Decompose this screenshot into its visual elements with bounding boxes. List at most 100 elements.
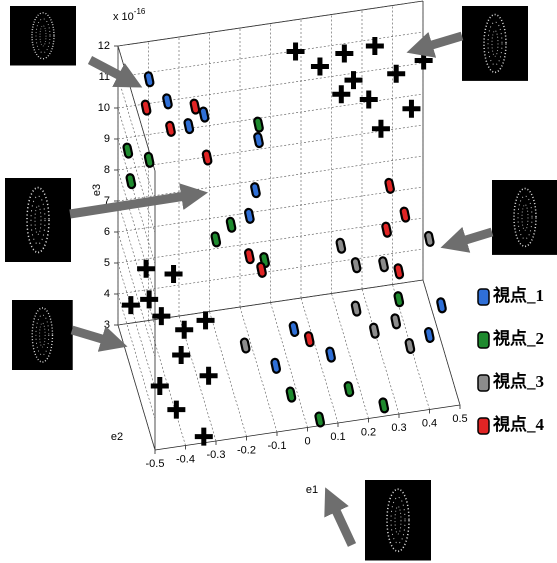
x-tick-label: 0.5 xyxy=(452,413,467,425)
point xyxy=(437,298,447,313)
z-multiplier: x 10-16 xyxy=(113,7,146,23)
point xyxy=(424,231,434,246)
point xyxy=(240,338,250,353)
thumbnail xyxy=(12,300,73,370)
arrow xyxy=(422,36,462,48)
point xyxy=(335,45,353,63)
point xyxy=(144,152,154,167)
point xyxy=(424,327,434,342)
point xyxy=(184,119,194,134)
point xyxy=(257,262,267,277)
point xyxy=(370,323,380,338)
point xyxy=(405,338,415,353)
point xyxy=(167,401,185,419)
thumbnails xyxy=(5,6,557,561)
point xyxy=(202,150,212,165)
grid-line xyxy=(118,294,155,419)
point xyxy=(351,258,361,273)
point xyxy=(415,51,433,69)
z-tick-label: 4 xyxy=(104,288,110,300)
point xyxy=(385,178,395,193)
point xyxy=(311,57,329,75)
point xyxy=(172,346,190,364)
point xyxy=(391,314,401,329)
x-axis-label: e1 xyxy=(306,484,318,496)
thumbnail xyxy=(10,6,76,66)
z-multiplier-base: x 10 xyxy=(113,11,134,23)
legend-swatch xyxy=(478,375,489,391)
point xyxy=(326,347,336,362)
grid-line xyxy=(118,125,423,170)
point xyxy=(197,311,215,329)
z-tick-label: 9 xyxy=(104,133,110,145)
thumbnail xyxy=(492,180,557,255)
point xyxy=(166,121,176,136)
point xyxy=(244,249,254,264)
point xyxy=(360,91,378,109)
point xyxy=(211,232,221,247)
z-multiplier-exponent: -16 xyxy=(134,7,146,16)
arrow xyxy=(72,330,112,342)
point xyxy=(163,94,173,109)
point xyxy=(394,264,404,279)
x-tick-label: 0.1 xyxy=(330,431,345,443)
point xyxy=(141,100,151,115)
thumbnail xyxy=(462,6,528,81)
legend-swatch xyxy=(478,332,489,348)
point xyxy=(289,321,299,336)
arrow xyxy=(456,232,492,243)
grid-line xyxy=(332,294,369,419)
z-tick-label: 5 xyxy=(104,257,110,269)
arrow xyxy=(70,195,192,214)
point xyxy=(387,65,405,83)
x-tick-label: -0.2 xyxy=(237,444,256,456)
point xyxy=(226,217,236,232)
grid-line xyxy=(118,108,155,233)
point xyxy=(165,265,183,283)
z-tick-label: 8 xyxy=(104,164,110,176)
point xyxy=(366,37,384,55)
point xyxy=(402,100,420,118)
legend-swatch xyxy=(478,418,489,434)
point xyxy=(304,332,314,347)
grid-line xyxy=(240,307,277,432)
point xyxy=(254,117,264,132)
point xyxy=(199,107,209,122)
point xyxy=(287,42,305,60)
z-axis-label: e3 xyxy=(91,184,103,196)
point xyxy=(400,207,410,222)
legend-label: 視点_3 xyxy=(492,371,544,391)
point xyxy=(244,208,254,223)
point xyxy=(271,358,281,373)
point xyxy=(332,85,350,103)
point xyxy=(200,367,218,385)
arrow xyxy=(332,502,352,545)
point xyxy=(254,133,264,148)
point xyxy=(190,99,200,114)
grid-line xyxy=(118,249,423,294)
point xyxy=(345,71,363,89)
point xyxy=(195,428,213,446)
point xyxy=(122,296,140,314)
point xyxy=(379,257,389,272)
legend-label: 視点_1 xyxy=(492,285,544,305)
grid-line xyxy=(362,289,399,414)
x-tick-label: -0.5 xyxy=(146,458,165,470)
x-tick-label: 0.4 xyxy=(422,417,437,429)
point xyxy=(140,290,158,308)
x-tick-label: 0.2 xyxy=(361,426,376,438)
z-tick-label: 6 xyxy=(104,226,110,238)
point xyxy=(351,301,361,316)
point xyxy=(123,143,133,158)
point xyxy=(379,398,389,413)
point xyxy=(251,183,261,198)
point xyxy=(394,292,404,307)
chart: -0.5-0.4-0.3-0.2-0.100.10.20.30.40.53456… xyxy=(0,0,557,563)
z-tick-label: 10 xyxy=(98,102,110,114)
arrows xyxy=(70,36,492,545)
thumbnail xyxy=(5,178,71,262)
grid-line xyxy=(118,77,155,202)
grid-line xyxy=(118,170,155,295)
y-axis-label: e2 xyxy=(111,431,123,443)
